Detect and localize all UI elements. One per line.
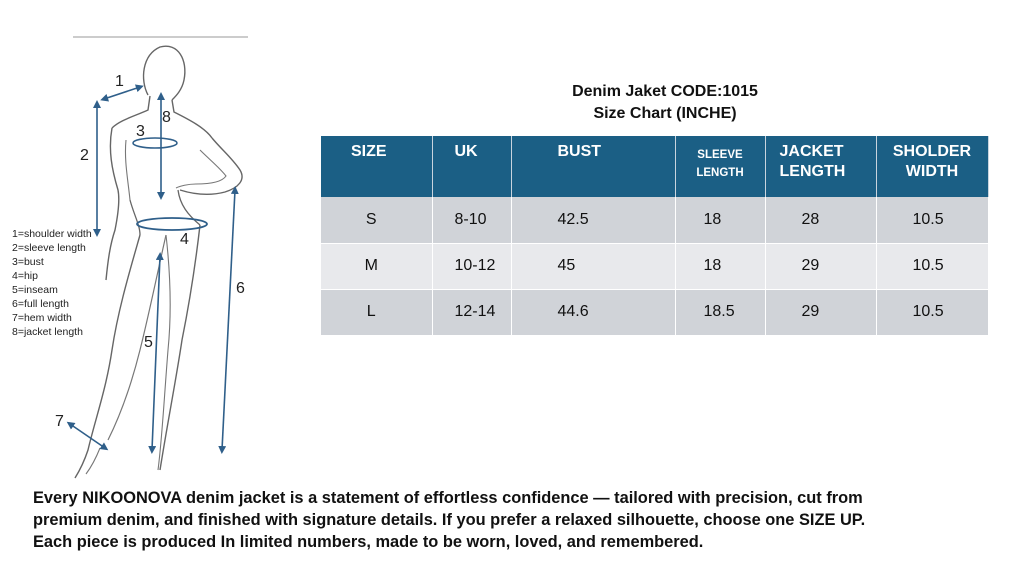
legend-item: 7=hem width xyxy=(12,312,72,324)
table-row: M 10-12 45 18 29 10.5 xyxy=(321,243,989,290)
cell-size: S xyxy=(321,197,433,244)
product-description: Every NIKOONOVA denim jacket is a statem… xyxy=(33,487,1013,553)
cell-sholder-width: 10.5 xyxy=(876,243,989,290)
cell-sleeve: 18 xyxy=(675,243,766,290)
product-title: Denim Jaket CODE:1015 xyxy=(572,83,758,100)
legend-item: 3=bust xyxy=(12,256,44,268)
cell-uk: 10-12 xyxy=(432,243,512,290)
size-chart-subtitle: Size Chart (INCHE) xyxy=(593,105,737,122)
cell-sleeve: 18 xyxy=(675,197,766,244)
marker-4: 4 xyxy=(180,231,189,248)
cell-size: L xyxy=(321,289,433,336)
cell-uk: 8-10 xyxy=(432,197,512,244)
legend-item: 2=sleeve length xyxy=(12,242,86,254)
table-row: S 8-10 42.5 18 28 10.5 xyxy=(321,197,989,244)
table-row: L 12-14 44.6 18.5 29 10.5 xyxy=(321,289,989,336)
mannequin-sketch: 1 2 3 4 5 6 7 8 xyxy=(55,36,248,479)
size-chart-table: SIZE UK BUST SLEEVE LENGTH JACKET LENGTH… xyxy=(321,136,989,336)
legend-item: 5=inseam xyxy=(12,284,58,296)
cell-sholder-width: 10.5 xyxy=(876,289,989,336)
cell-jacket-length: 29 xyxy=(765,289,877,336)
header-size: SIZE xyxy=(321,136,433,197)
header-uk: UK xyxy=(432,136,512,197)
cell-bust: 45 xyxy=(511,243,676,290)
marker-6: 6 xyxy=(236,280,245,297)
marker-2: 2 xyxy=(80,147,89,164)
marker-7: 7 xyxy=(55,413,64,430)
measurement-figure: 1 2 3 4 5 6 7 8 xyxy=(0,30,260,485)
legend-item: 8=jacket length xyxy=(12,326,83,338)
marker-8: 8 xyxy=(162,109,171,126)
measurement-legend: 1=shoulder width 2=sleeve length 3=bust … xyxy=(12,227,104,339)
cell-jacket-length: 29 xyxy=(765,243,877,290)
header-sleeve-length: SLEEVE LENGTH xyxy=(675,136,766,197)
legend-item: 1=shoulder width xyxy=(12,228,92,240)
cell-size: M xyxy=(321,243,433,290)
chart-title: Denim Jaket CODE:1015 Size Chart (INCHE) xyxy=(520,81,810,125)
cell-bust: 42.5 xyxy=(511,197,676,244)
description-line: Every NIKOONOVA denim jacket is a statem… xyxy=(33,489,863,507)
marker-3: 3 xyxy=(136,123,145,140)
legend-item: 4=hip xyxy=(12,270,38,282)
table-header-row: SIZE UK BUST SLEEVE LENGTH JACKET LENGTH… xyxy=(321,136,989,197)
description-line: premium denim, and finished with signatu… xyxy=(33,511,866,529)
cell-sleeve: 18.5 xyxy=(675,289,766,336)
header-sholder-width: SHOLDER WIDTH xyxy=(876,136,989,197)
cell-uk: 12-14 xyxy=(432,289,512,336)
legend-item: 6=full length xyxy=(12,298,69,310)
marker-5: 5 xyxy=(144,334,153,351)
description-line: Each piece is produced In limited number… xyxy=(33,533,704,551)
cell-jacket-length: 28 xyxy=(765,197,877,244)
cell-bust: 44.6 xyxy=(511,289,676,336)
marker-1: 1 xyxy=(115,73,124,90)
header-bust: BUST xyxy=(511,136,676,197)
header-jacket-length: JACKET LENGTH xyxy=(765,136,877,197)
cell-sholder-width: 10.5 xyxy=(876,197,989,244)
